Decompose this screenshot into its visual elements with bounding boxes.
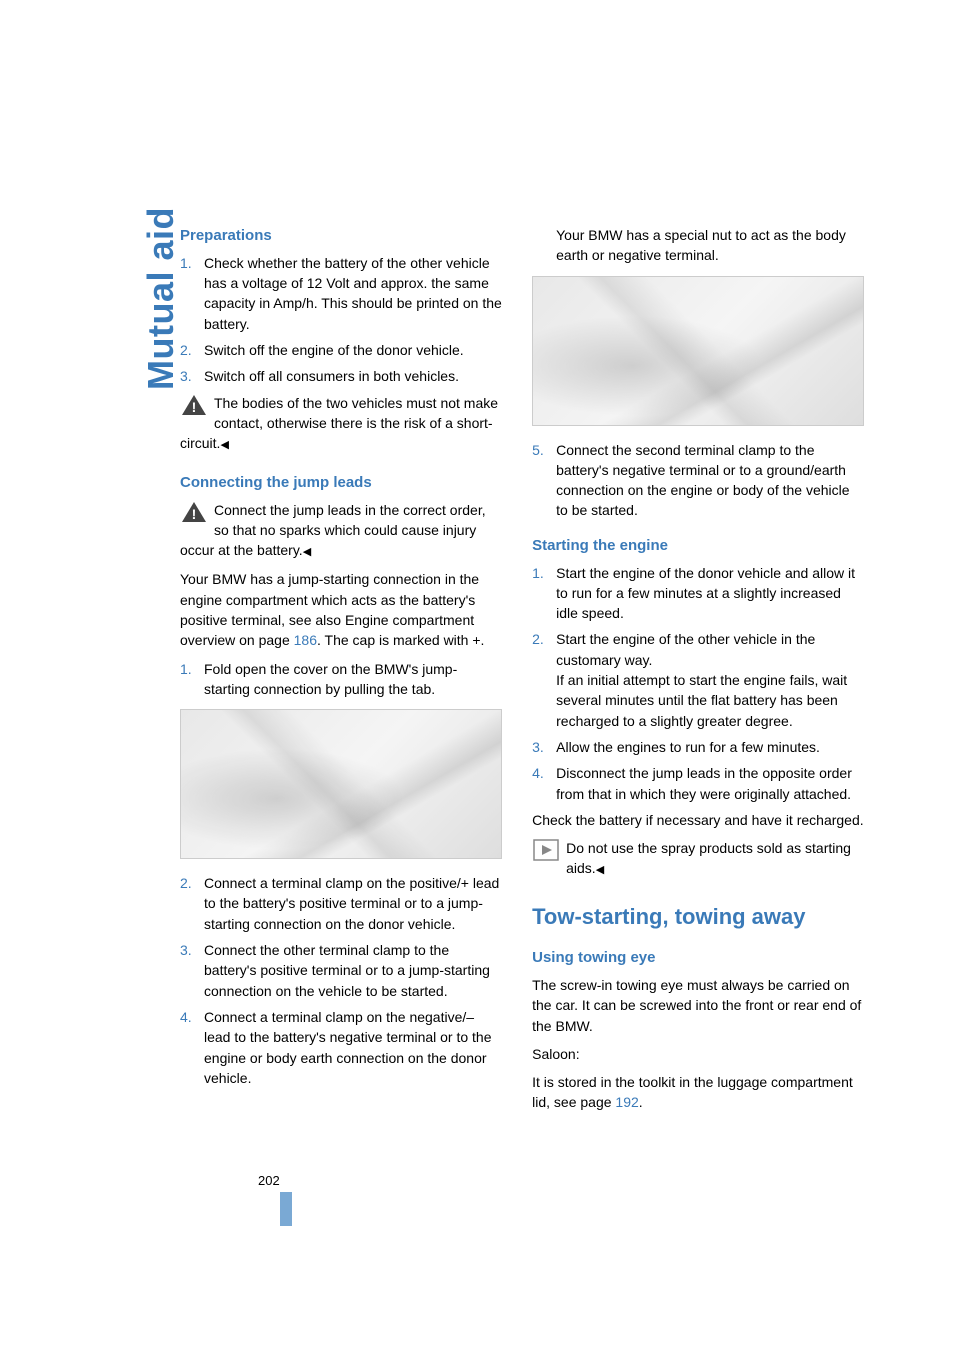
- left-column: Preparations 1.Check whether the battery…: [180, 225, 502, 1121]
- list-number: 4.: [180, 1007, 204, 1088]
- end-marker-icon: ◀: [596, 863, 604, 879]
- list-item: 3.Allow the engines to run for a few min…: [532, 737, 864, 757]
- list-item: 2.Start the engine of the other vehicle …: [532, 629, 864, 730]
- list-text: Switch off the engine of the donor vehic…: [204, 340, 502, 360]
- list-text: Check whether the battery of the other v…: [204, 253, 502, 334]
- list-item: 1.Start the engine of the donor vehicle …: [532, 563, 864, 624]
- list-text: Start the engine of the other vehicle in…: [556, 629, 864, 730]
- end-marker-icon: ◀: [303, 545, 311, 561]
- list-number: 1.: [532, 563, 556, 624]
- list-number: 3.: [180, 940, 204, 1001]
- heading-tow-starting: Tow-starting, towing away: [532, 901, 864, 933]
- list-text: Switch off all consumers in both vehicle…: [204, 366, 502, 386]
- info-note: Do not use the spray products sold as st…: [532, 838, 864, 879]
- warning-icon: !: [180, 393, 208, 417]
- connecting-list-1: 1.Fold open the cover on the BMW's jump-…: [180, 659, 502, 700]
- page-content: Preparations 1.Check whether the battery…: [0, 0, 954, 1121]
- list-text: Connect the second terminal clamp to the…: [556, 440, 864, 521]
- list-item: 2.Connect a terminal clamp on the positi…: [180, 873, 502, 934]
- list-text: Fold open the cover on the BMW's jump-st…: [204, 659, 502, 700]
- list-item: 5.Connect the second terminal clamp to t…: [532, 440, 864, 521]
- page-indicator-bar: [280, 1192, 292, 1226]
- body-paragraph: The screw-in towing eye must always be c…: [532, 975, 864, 1036]
- list-text: Disconnect the jump leads in the opposit…: [556, 763, 864, 804]
- page-number: 202: [258, 1172, 280, 1191]
- heading-preparations: Preparations: [180, 225, 502, 247]
- body-paragraph: Your BMW has a special nut to act as the…: [532, 225, 864, 266]
- body-paragraph: It is stored in the toolkit in the lugga…: [532, 1072, 864, 1113]
- list-number: 4.: [532, 763, 556, 804]
- page-ref-link[interactable]: 186: [294, 632, 317, 648]
- list-item: 3.Switch off all consumers in both vehic…: [180, 366, 502, 386]
- list-number: 2.: [532, 629, 556, 730]
- warning-note: ! The bodies of the two vehicles must no…: [180, 393, 502, 455]
- heading-using-towing-eye: Using towing eye: [532, 947, 864, 969]
- warning-note: ! Connect the jump leads in the correct …: [180, 500, 502, 562]
- list-text: Start the engine of the donor vehicle an…: [556, 563, 864, 624]
- list-text: Connect a terminal clamp on the positive…: [204, 873, 502, 934]
- right-column: Your BMW has a special nut to act as the…: [532, 225, 864, 1121]
- list-number: 3.: [532, 737, 556, 757]
- starting-list: 1.Start the engine of the donor vehicle …: [532, 563, 864, 804]
- paragraph-text: . The cap is marked with +.: [317, 632, 484, 648]
- list-number: 5.: [532, 440, 556, 521]
- list-number: 1.: [180, 659, 204, 700]
- connecting-list-2: 2.Connect a terminal clamp on the positi…: [180, 873, 502, 1088]
- end-marker-icon: ◀: [220, 438, 228, 454]
- body-paragraph: Saloon:: [532, 1044, 864, 1064]
- warning-text: Connect the jump leads in the correct or…: [180, 502, 486, 559]
- body-paragraph: Check the battery if necessary and have …: [532, 810, 864, 830]
- list-text: Connect a terminal clamp on the negative…: [204, 1007, 502, 1088]
- heading-connecting: Connecting the jump leads: [180, 472, 502, 494]
- svg-text:!: !: [192, 506, 197, 522]
- body-paragraph: Your BMW has a jump-starting connection …: [180, 569, 502, 650]
- list-item: 4.Disconnect the jump leads in the oppos…: [532, 763, 864, 804]
- paragraph-text: It is stored in the toolkit in the lugga…: [532, 1074, 853, 1110]
- list-number: 2.: [180, 873, 204, 934]
- list-text: Allow the engines to run for a few minut…: [556, 737, 864, 757]
- list-text: Connect the other terminal clamp to the …: [204, 940, 502, 1001]
- figure-engine-compartment-2: [532, 276, 864, 426]
- list-item: 3.Connect the other terminal clamp to th…: [180, 940, 502, 1001]
- figure-engine-compartment-1: [180, 709, 502, 859]
- info-icon: [532, 838, 560, 862]
- preparations-list: 1.Check whether the battery of the other…: [180, 253, 502, 387]
- page-ref-link[interactable]: 192: [615, 1094, 638, 1110]
- info-text: Do not use the spray products sold as st…: [566, 840, 851, 876]
- connecting-list-5: 5.Connect the second terminal clamp to t…: [532, 440, 864, 521]
- list-item: 1.Check whether the battery of the other…: [180, 253, 502, 334]
- warning-icon: !: [180, 500, 208, 524]
- sidebar-section-title: Mutual aid: [135, 207, 187, 390]
- list-item: 2.Switch off the engine of the donor veh…: [180, 340, 502, 360]
- list-item: 1.Fold open the cover on the BMW's jump-…: [180, 659, 502, 700]
- paragraph-text: .: [639, 1094, 643, 1110]
- heading-starting-engine: Starting the engine: [532, 535, 864, 557]
- svg-text:!: !: [192, 399, 197, 415]
- list-item: 4.Connect a terminal clamp on the negati…: [180, 1007, 502, 1088]
